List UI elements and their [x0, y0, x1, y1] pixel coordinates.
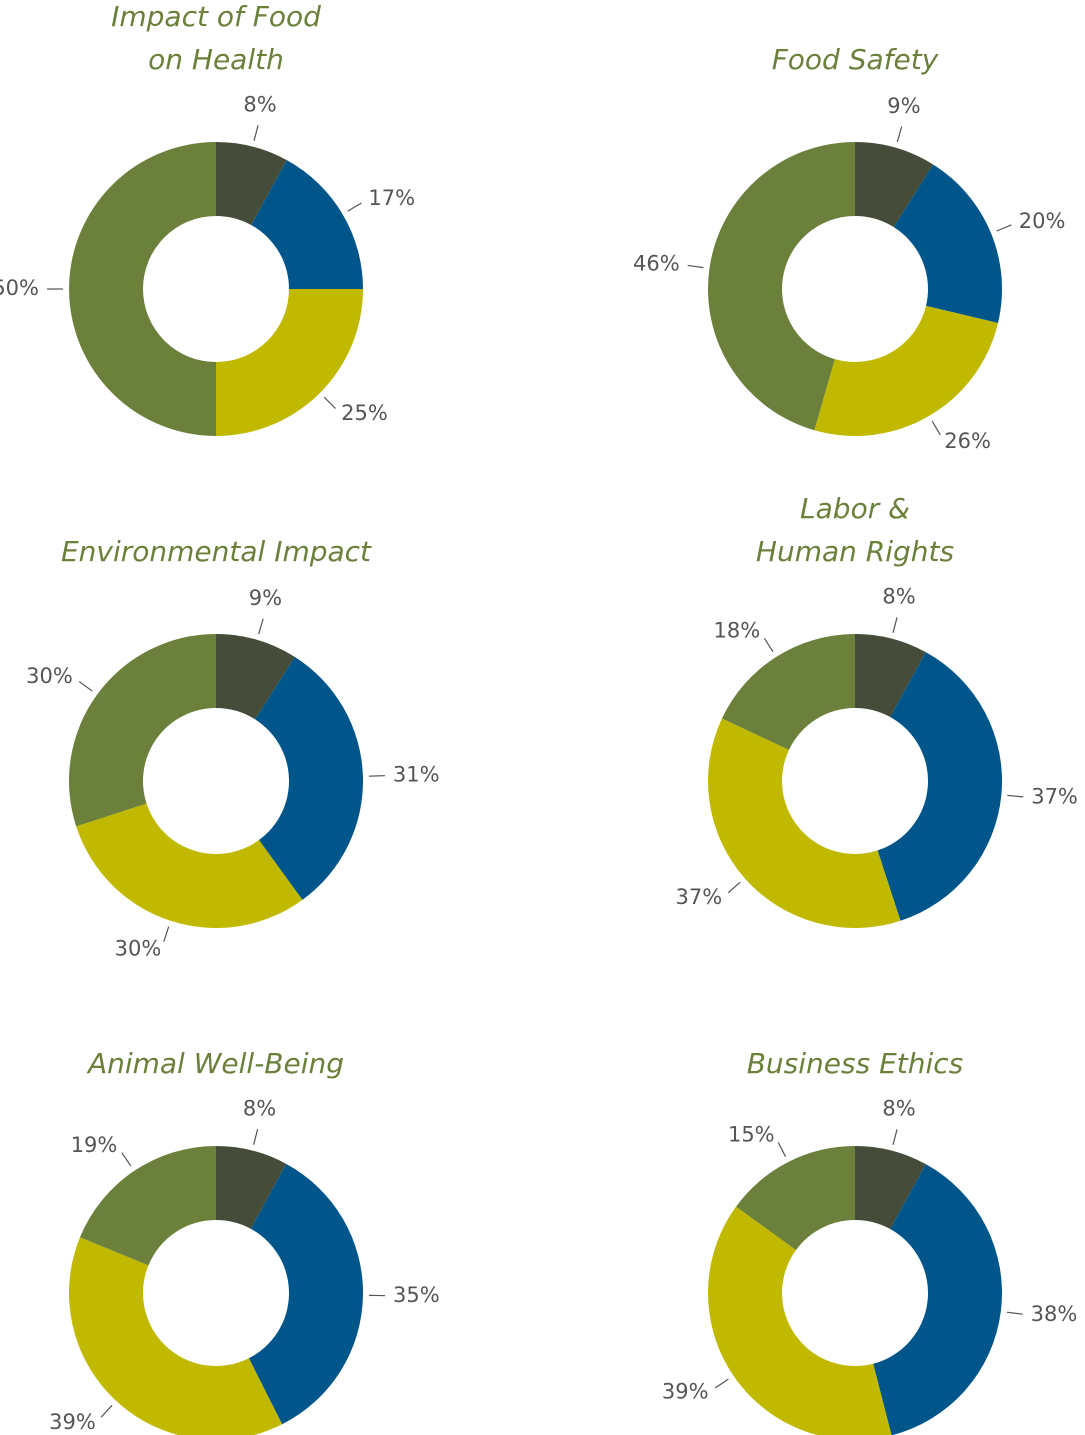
leader-line — [323, 396, 336, 409]
donut-slice — [855, 1146, 926, 1230]
value-label: 39% — [49, 1410, 96, 1434]
leader-line — [347, 202, 362, 212]
leader-line — [777, 1142, 787, 1157]
leader-line — [78, 681, 93, 692]
value-label: 35% — [393, 1283, 440, 1307]
value-label: 26% — [944, 429, 991, 453]
value-label: 30% — [26, 664, 73, 688]
value-label: 46% — [633, 251, 680, 275]
donut-slice — [248, 1163, 364, 1425]
value-label: 31% — [393, 762, 440, 786]
donut-slice — [216, 289, 363, 436]
donut-slice — [68, 634, 216, 827]
donut-slice — [69, 1237, 283, 1435]
donut-slice — [69, 142, 216, 436]
value-label: 19% — [71, 1133, 118, 1157]
leader-line — [253, 125, 259, 141]
leader-line — [687, 264, 704, 269]
donut-slice — [216, 1146, 287, 1229]
chart-title: Environmental Impact — [61, 535, 372, 568]
donut-slice — [216, 634, 295, 720]
leader-line — [763, 637, 774, 653]
leader-line — [1006, 1311, 1023, 1315]
chart-title: on Health — [148, 43, 284, 76]
value-label: 9% — [887, 94, 920, 118]
donut-slice — [855, 634, 926, 718]
value-label: 37% — [1031, 785, 1078, 809]
donut-slice — [721, 634, 855, 750]
donut-slice — [873, 1164, 1002, 1435]
chart-title: Animal Well-Being — [86, 1047, 344, 1080]
donut-slice — [76, 803, 303, 928]
donut-slice — [708, 718, 901, 928]
leader-line — [253, 1129, 259, 1145]
value-label: 8% — [882, 1097, 915, 1121]
donut-slice — [736, 1146, 855, 1251]
donut-slice — [216, 142, 287, 226]
value-label: 8% — [243, 93, 276, 117]
value-label: 8% — [882, 585, 915, 609]
chart-title: Labor & — [800, 492, 910, 525]
leader-line — [896, 126, 903, 143]
donut-slice — [251, 160, 363, 289]
value-label: 8% — [243, 1096, 276, 1120]
leader-line — [258, 618, 264, 635]
donut-slice — [893, 164, 1002, 323]
leader-line — [892, 1129, 898, 1145]
chart-title: Human Rights — [756, 535, 954, 568]
value-label: 17% — [368, 186, 415, 210]
donut-slice — [855, 142, 934, 228]
value-label: 9% — [249, 586, 282, 610]
leader-line — [714, 1378, 729, 1389]
value-label: 15% — [728, 1122, 775, 1146]
value-label: 50% — [0, 276, 39, 300]
leader-line — [727, 881, 741, 894]
leader-line — [368, 775, 385, 777]
leader-line — [931, 420, 941, 436]
donut-slice — [708, 1206, 892, 1435]
chart-title: Business Ethics — [747, 1047, 964, 1080]
leader-line — [100, 1404, 113, 1418]
leader-line — [1007, 794, 1024, 798]
leader-line — [121, 1152, 132, 1167]
value-label: 18% — [713, 619, 760, 643]
value-label: 39% — [662, 1379, 709, 1403]
donut-slice — [255, 656, 363, 900]
leader-line — [163, 926, 170, 942]
value-label: 20% — [1019, 209, 1066, 233]
donut-slice — [814, 305, 999, 436]
chart-title: Food Safety — [772, 43, 939, 76]
donut-slice — [708, 142, 855, 431]
value-label: 30% — [115, 936, 162, 960]
leader-line — [892, 617, 898, 633]
donut-slice — [79, 1145, 216, 1266]
chart-title: Impact of Food — [111, 0, 321, 33]
value-label: 38% — [1031, 1302, 1078, 1326]
value-label: 25% — [341, 401, 388, 425]
donut-slice — [877, 652, 1002, 921]
leader-line — [996, 224, 1012, 232]
value-label: 37% — [676, 885, 723, 909]
